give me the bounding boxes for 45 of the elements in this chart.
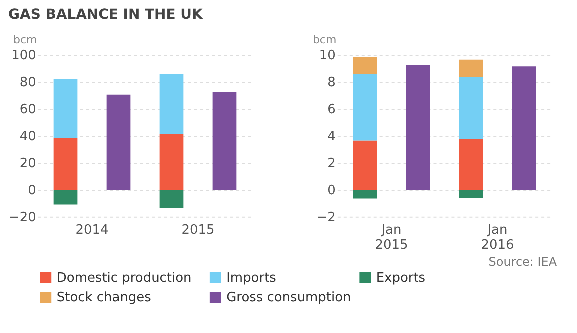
- y-tick-label: 10: [319, 48, 336, 64]
- bar: [406, 65, 430, 190]
- x-tick-label: Jan 2016: [481, 222, 514, 253]
- y-tick-label: 6: [328, 102, 336, 118]
- bar: [353, 190, 378, 199]
- bar: [459, 77, 484, 140]
- bar: [54, 138, 78, 190]
- bar: [54, 79, 78, 138]
- y-tick-label: 80: [20, 76, 36, 91]
- y-axis-title: bcm: [13, 34, 38, 47]
- bar: [353, 74, 378, 141]
- y-tick-label: 8: [328, 76, 336, 91]
- legend-label: Stock changes: [56, 290, 152, 306]
- y-tick-label: 60: [20, 102, 36, 118]
- bar: [353, 140, 378, 190]
- y-tick-label: 100: [12, 48, 36, 64]
- bar: [54, 190, 78, 205]
- bar: [459, 60, 484, 78]
- chart-title: GAS BALANCE IN THE UK: [8, 7, 204, 24]
- bar: [459, 139, 484, 190]
- bar: [512, 66, 536, 190]
- x-tick-label: 2014: [76, 222, 109, 238]
- bar: [106, 94, 131, 190]
- legend-label: Domestic production: [56, 270, 192, 286]
- y-tick-label: 0: [28, 183, 36, 198]
- legend-label: Gross consumption: [226, 290, 352, 306]
- legend-label: Exports: [376, 270, 426, 286]
- x-tick-label: 2015: [182, 222, 215, 238]
- y-axis-title: bcm: [312, 34, 337, 47]
- bar: [160, 134, 184, 190]
- legend-label: Imports: [226, 270, 277, 286]
- y-tick-label: 20: [20, 156, 36, 172]
- bar: [160, 74, 184, 134]
- y-tick-label: 40: [20, 130, 36, 145]
- y-tick-label: 2: [328, 156, 336, 172]
- bar: [160, 190, 184, 208]
- bar: [459, 190, 484, 198]
- bar: [353, 57, 378, 74]
- source-note: Source: IEA: [488, 254, 558, 269]
- y-tick-label: 4: [328, 130, 336, 145]
- y-tick-label: 0: [328, 183, 336, 198]
- bar: [212, 92, 237, 190]
- x-tick-label: Jan 2015: [375, 222, 408, 253]
- y-tick-label: −20: [9, 210, 36, 226]
- y-tick-label: −2: [316, 210, 336, 226]
